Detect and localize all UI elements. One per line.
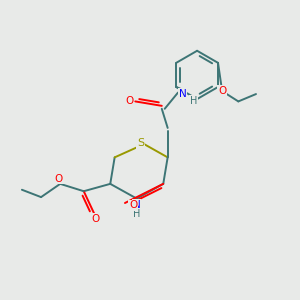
Text: O: O [129, 200, 137, 210]
Text: H: H [190, 95, 197, 106]
Text: S: S [137, 138, 144, 148]
Text: O: O [55, 174, 63, 184]
Text: N: N [178, 89, 186, 99]
Text: O: O [125, 96, 134, 106]
Text: O: O [92, 214, 100, 224]
Text: O: O [218, 86, 226, 96]
Text: N: N [133, 200, 141, 210]
Text: H: H [133, 209, 140, 219]
